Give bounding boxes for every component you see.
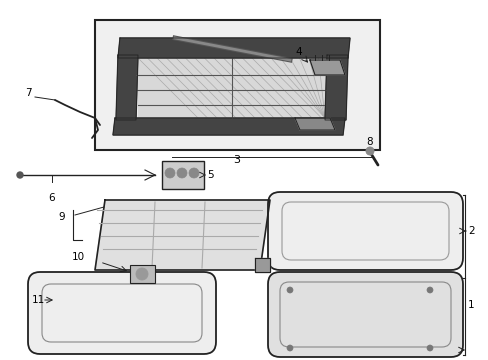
Bar: [162, 161, 203, 189]
Circle shape: [136, 268, 148, 280]
Text: 5: 5: [206, 170, 213, 180]
Polygon shape: [254, 258, 269, 272]
Text: 8: 8: [366, 137, 372, 147]
Text: 11: 11: [32, 295, 45, 305]
Text: 2: 2: [467, 226, 474, 236]
Circle shape: [177, 168, 186, 178]
Polygon shape: [294, 118, 334, 130]
Circle shape: [426, 345, 432, 351]
Text: 4: 4: [295, 47, 302, 57]
Polygon shape: [138, 58, 325, 118]
Circle shape: [286, 287, 292, 293]
Text: 3: 3: [233, 155, 240, 165]
Bar: [95, 20, 379, 150]
FancyBboxPatch shape: [267, 192, 462, 270]
Text: 10: 10: [71, 252, 84, 262]
Text: 1: 1: [467, 300, 474, 310]
FancyBboxPatch shape: [267, 272, 462, 357]
Polygon shape: [325, 55, 347, 120]
Polygon shape: [118, 38, 349, 58]
FancyBboxPatch shape: [28, 272, 216, 354]
Circle shape: [426, 287, 432, 293]
Polygon shape: [113, 118, 345, 135]
Polygon shape: [309, 60, 345, 75]
Text: 9: 9: [59, 212, 65, 222]
Polygon shape: [116, 55, 138, 120]
Text: 6: 6: [49, 193, 55, 203]
Circle shape: [17, 172, 23, 178]
Circle shape: [189, 168, 199, 178]
Circle shape: [365, 147, 373, 155]
Circle shape: [286, 345, 292, 351]
Circle shape: [164, 168, 175, 178]
Bar: [130, 265, 155, 283]
Polygon shape: [95, 200, 269, 270]
Text: 7: 7: [24, 88, 31, 98]
